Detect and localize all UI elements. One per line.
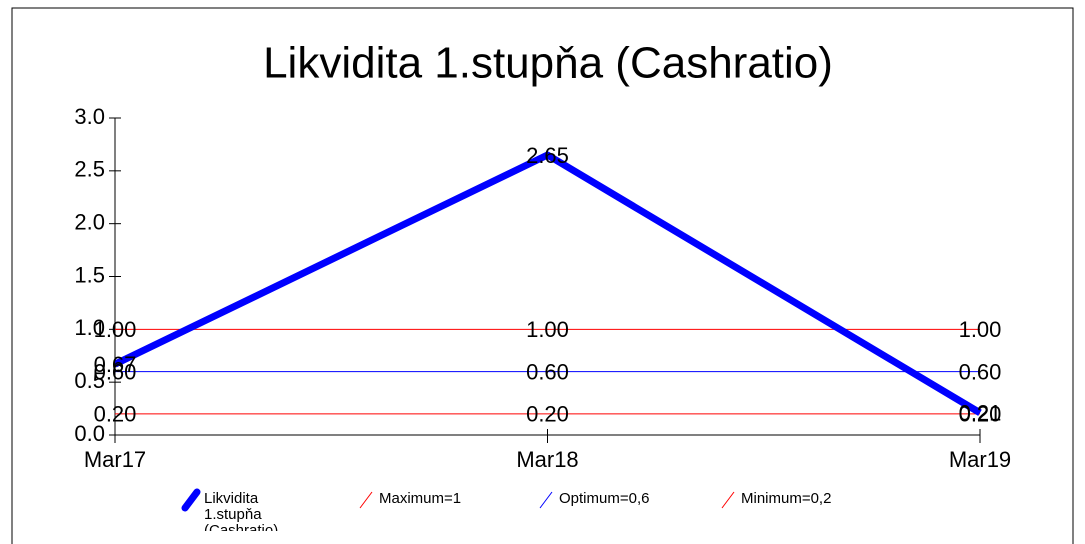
data-label: 0.20 — [959, 402, 1002, 427]
data-label: 0.67 — [94, 352, 137, 377]
frame — [11, 7, 1074, 544]
data-label: 2.65 — [526, 143, 569, 168]
legend-swatch — [721, 491, 735, 509]
data-label: 1.00 — [959, 317, 1002, 342]
legend-swatch — [359, 491, 373, 509]
data-label: 0.21 — [959, 401, 1002, 426]
y-tick-label: 1.5 — [74, 262, 105, 287]
y-tick-label: 2.0 — [74, 209, 105, 234]
y-tick-label: 3.0 — [74, 104, 105, 129]
x-tick-label: Mar19 — [949, 447, 1011, 472]
series-line — [113, 151, 982, 416]
chart-title: Likvidita 1.stupňa (Cashratio) — [263, 39, 833, 88]
legend-label: Optimum=0,6 — [559, 491, 650, 507]
x-tick-label: Mar17 — [84, 447, 146, 472]
data-label: 0.60 — [94, 359, 137, 384]
legend-swatch — [181, 488, 201, 512]
y-tick-label: 2.5 — [74, 157, 105, 182]
data-label: 1.00 — [526, 317, 569, 342]
legend-label: Likvidita 1.stupňa (Cashratio) — [204, 491, 279, 531]
data-label: 0.20 — [94, 402, 137, 427]
legend-entry: Likvidita 1.stupňa (Cashratio) — [204, 491, 279, 531]
legend-entry: Optimum=0,6 — [559, 491, 650, 507]
data-label: 1.00 — [94, 317, 137, 342]
y-tick-label: 0.0 — [74, 421, 105, 446]
legend-label: Minimum=0,2 — [741, 491, 832, 507]
x-tick-label: Mar18 — [516, 447, 578, 472]
legend-entry: Minimum=0,2 — [741, 491, 832, 507]
y-tick-label: 1.0 — [74, 315, 105, 340]
data-label: 0.20 — [526, 402, 569, 427]
data-label: 0.60 — [526, 359, 569, 384]
y-tick-label: 0.5 — [74, 368, 105, 393]
data-label: 0.60 — [959, 359, 1002, 384]
legend-swatch — [539, 491, 553, 509]
legend-entry: Maximum=1 — [379, 491, 462, 507]
legend-label: Maximum=1 — [379, 491, 462, 507]
